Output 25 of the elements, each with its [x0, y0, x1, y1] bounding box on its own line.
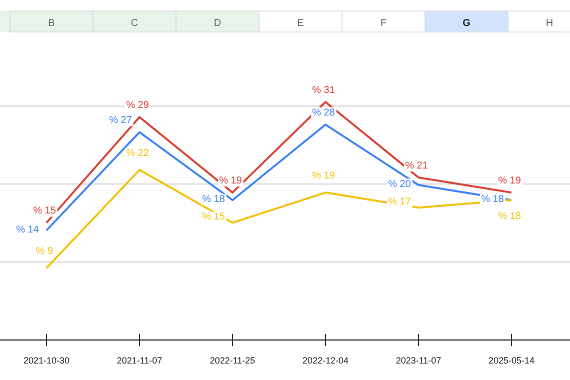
x-tick-label: 2023-11-07	[396, 355, 442, 366]
data-label: % 27	[109, 115, 132, 126]
data-label: % 15	[202, 212, 226, 223]
data-label: % 21	[405, 160, 428, 172]
data-label: % 31	[312, 85, 336, 96]
x-tick-label: 2021-11-07	[116, 355, 162, 366]
x-tick-label: 2022-12-04	[302, 355, 349, 366]
data-label: % 18	[498, 211, 522, 222]
x-tick-label: 2021-10-30	[23, 355, 70, 366]
data-label: % 15	[33, 206, 56, 217]
data-label: % 20	[388, 179, 412, 190]
column-header: B C D E F G H	[0, 10, 570, 32]
data-label: % 22	[126, 148, 150, 159]
data-label: % 18	[202, 194, 226, 206]
data-label: % 19	[219, 176, 242, 187]
x-tick-label: 2022-11-25	[210, 355, 256, 366]
data-label: % 29	[126, 100, 150, 112]
data-label: % 14	[16, 224, 40, 236]
data-label: % 9	[36, 246, 54, 257]
data-label: % 19	[498, 176, 522, 187]
data-label: % 19	[312, 170, 336, 182]
x-tick-label: 2025-05-14	[488, 355, 535, 366]
data-label: % 17	[388, 196, 412, 208]
data-label: % 18	[481, 194, 504, 206]
data-label: % 28	[312, 108, 336, 119]
